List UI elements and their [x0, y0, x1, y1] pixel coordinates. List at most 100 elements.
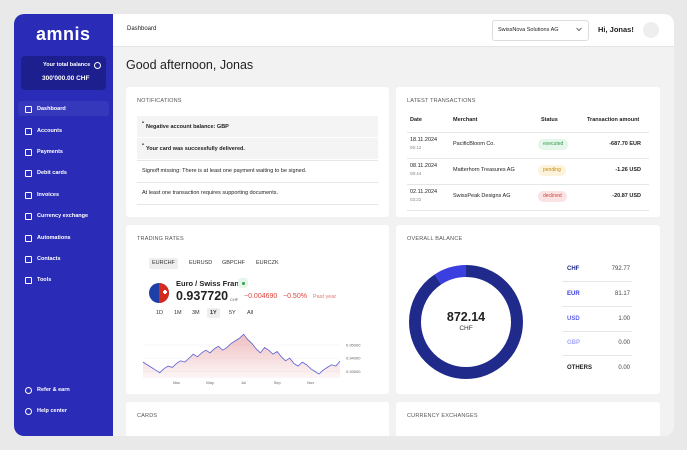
- tx-date: 08.11.2024: [410, 163, 438, 169]
- rate: 0.937720: [176, 289, 229, 303]
- y-tick-label: 0.95000: [346, 342, 361, 347]
- pair-tab[interactable]: EURCZK: [256, 260, 279, 266]
- nav-item[interactable]: Payments: [37, 149, 63, 155]
- divider: [137, 160, 378, 161]
- tx-status: executed: [538, 139, 569, 150]
- tx-time: 08:44: [410, 171, 422, 176]
- nav-item[interactable]: Dashboard: [37, 106, 66, 112]
- range-tab[interactable]: 1Y: [207, 308, 220, 318]
- legend-value: 792.77: [611, 266, 630, 272]
- notification: Negative account balance: GBP: [146, 124, 229, 130]
- nav-icon: [25, 256, 32, 263]
- legend-name: CHF: [567, 266, 580, 272]
- exchanges-card: [396, 402, 660, 436]
- pair-tab[interactable]: EURCHF: [149, 258, 178, 269]
- pair-name: Euro / Swiss Franc: [176, 279, 244, 288]
- flag-ch: [159, 283, 169, 303]
- tx-time: 03:22: [410, 197, 422, 202]
- nav-item[interactable]: Refer & earn: [37, 387, 70, 393]
- nav-item[interactable]: Automations: [37, 235, 71, 241]
- y-tick-label: 0.94000: [346, 356, 361, 361]
- legend-name: EUR: [567, 291, 580, 297]
- tx-merchant[interactable]: Matterhorn Treasures AG: [453, 167, 515, 173]
- divider: [137, 204, 378, 205]
- divider: [562, 281, 632, 282]
- page-title: Dashboard: [127, 26, 157, 32]
- pair-tab[interactable]: EURUSD: [189, 260, 213, 266]
- nav-icon: [25, 213, 32, 220]
- welcome: Good afternoon, Jonas: [126, 58, 254, 72]
- range-tab[interactable]: 5Y: [229, 310, 236, 316]
- rate-change-pct: −0.50%: [283, 293, 307, 300]
- card-title: CURRENCY EXCHANGES: [407, 413, 478, 419]
- donut-chart: [409, 265, 523, 379]
- donut-unit: CHF: [459, 325, 473, 332]
- notification: Your card was successfully delivered.: [146, 146, 245, 152]
- nav-item[interactable]: Debit cards: [37, 170, 67, 176]
- company-name: SwissNova Solutions AG: [498, 27, 559, 33]
- nav-icon: [25, 235, 32, 242]
- divider: [407, 132, 649, 133]
- eye-icon[interactable]: [94, 62, 101, 69]
- nav-active[interactable]: [18, 101, 109, 116]
- donut-segment: [409, 265, 523, 379]
- tx-merchant[interactable]: SwissPeak Designs AG: [453, 193, 511, 199]
- range-tab[interactable]: 1M: [174, 310, 182, 316]
- notification-row[interactable]: [137, 138, 378, 159]
- legend-value: 0.00: [618, 365, 630, 371]
- chevron: [576, 27, 582, 32]
- card-title: TRADING RATES: [137, 236, 184, 242]
- x-tick-label: Nov: [307, 380, 314, 385]
- balance-amount: 300'000.00 CHF: [42, 75, 90, 82]
- rate-chart: 0.95000 0.94000 0.93000 Mar May Jul Sep Nov: [142, 333, 361, 385]
- legend-name: USD: [567, 316, 580, 322]
- tx-status: pending: [538, 165, 566, 176]
- range-tab[interactable]: All: [247, 310, 254, 316]
- column-header: Status: [541, 117, 558, 123]
- x-tick-label: Jul: [241, 380, 246, 385]
- notification: Signoff missing: There is at least one p…: [142, 168, 307, 174]
- balance-card: [21, 56, 106, 90]
- rate-period: Past year: [313, 294, 337, 300]
- rate-change: −0.004690: [244, 293, 278, 300]
- nav-item[interactable]: Contacts: [37, 256, 61, 262]
- nav-item[interactable]: Currency exchange: [37, 213, 89, 219]
- company-select[interactable]: [492, 20, 589, 41]
- tx-amount: -1.26 USD: [615, 167, 641, 173]
- topbar: [113, 14, 674, 47]
- notification-row[interactable]: [137, 116, 378, 137]
- nav-icon: [25, 408, 32, 415]
- pair-tab[interactable]: GBPCHF: [222, 260, 245, 266]
- legend-value: 81.17: [614, 291, 630, 297]
- nav-icon: [25, 170, 32, 177]
- nav-item[interactable]: Accounts: [37, 128, 63, 134]
- column-header: Date: [410, 117, 422, 123]
- column-header: Merchant: [453, 117, 478, 123]
- legend-name: OTHERS: [567, 365, 593, 371]
- logo: amnis: [36, 24, 91, 44]
- transactions-card: [396, 87, 660, 217]
- range-tab[interactable]: 1D: [156, 310, 164, 316]
- nav-icon: [25, 387, 32, 394]
- y-tick-label: 0.93000: [346, 369, 361, 374]
- nav-item[interactable]: Help center: [37, 408, 67, 414]
- avatar[interactable]: [643, 22, 659, 38]
- tx-time: 05:12: [410, 145, 422, 150]
- divider: [562, 331, 632, 332]
- cards-card: [126, 402, 389, 436]
- card-title: OVERALL BALANCE: [407, 236, 463, 242]
- nav-icon: [25, 106, 32, 113]
- nav-item[interactable]: Tools: [37, 277, 52, 283]
- tx-merchant[interactable]: PacificBloom Co.: [453, 141, 495, 147]
- nav-item[interactable]: Invoices: [37, 192, 60, 198]
- card-title: LATEST TRANSACTIONS: [407, 98, 476, 104]
- range-tab[interactable]: 3M: [192, 310, 200, 316]
- x-tick-label: Sep: [274, 380, 282, 385]
- line: [142, 333, 341, 375]
- tx-amount: -20.87 USD: [612, 193, 641, 199]
- notification: At least one transaction requires suppor…: [142, 190, 279, 196]
- donut-total: 872.14: [446, 310, 486, 324]
- tx-date: 18.11.2024: [410, 137, 438, 143]
- card-title: CARDS: [137, 413, 158, 419]
